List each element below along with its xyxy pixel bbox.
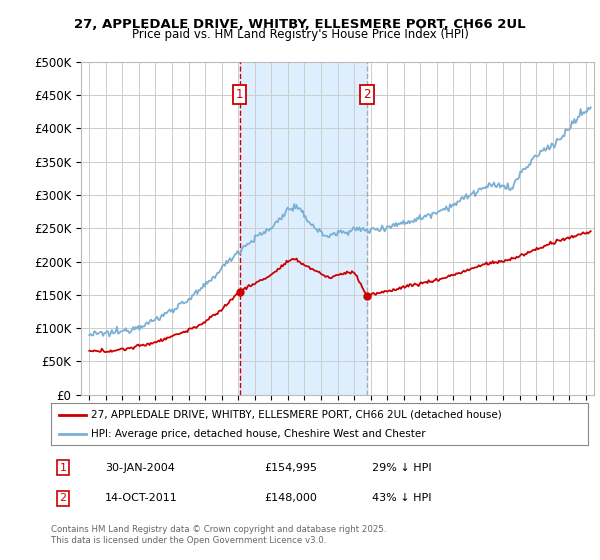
Text: 2: 2 [59, 493, 67, 503]
Text: 1: 1 [236, 88, 243, 101]
Text: £148,000: £148,000 [264, 493, 317, 503]
Text: 29% ↓ HPI: 29% ↓ HPI [372, 463, 431, 473]
Text: £154,995: £154,995 [264, 463, 317, 473]
Text: 2: 2 [364, 88, 371, 101]
Text: 27, APPLEDALE DRIVE, WHITBY, ELLESMERE PORT, CH66 2UL: 27, APPLEDALE DRIVE, WHITBY, ELLESMERE P… [74, 18, 526, 31]
Text: HPI: Average price, detached house, Cheshire West and Chester: HPI: Average price, detached house, Ches… [91, 429, 426, 439]
Bar [239, 62, 367, 395]
Text: 1: 1 [59, 463, 67, 473]
Text: Contains HM Land Registry data © Crown copyright and database right 2025.
This d: Contains HM Land Registry data © Crown c… [51, 525, 386, 545]
Text: 14-OCT-2011: 14-OCT-2011 [105, 493, 178, 503]
Text: 43% ↓ HPI: 43% ↓ HPI [372, 493, 431, 503]
Text: 30-JAN-2004: 30-JAN-2004 [105, 463, 175, 473]
Text: 27, APPLEDALE DRIVE, WHITBY, ELLESMERE PORT, CH66 2UL (detached house): 27, APPLEDALE DRIVE, WHITBY, ELLESMERE P… [91, 409, 502, 419]
Text: Price paid vs. HM Land Registry's House Price Index (HPI): Price paid vs. HM Land Registry's House … [131, 28, 469, 41]
